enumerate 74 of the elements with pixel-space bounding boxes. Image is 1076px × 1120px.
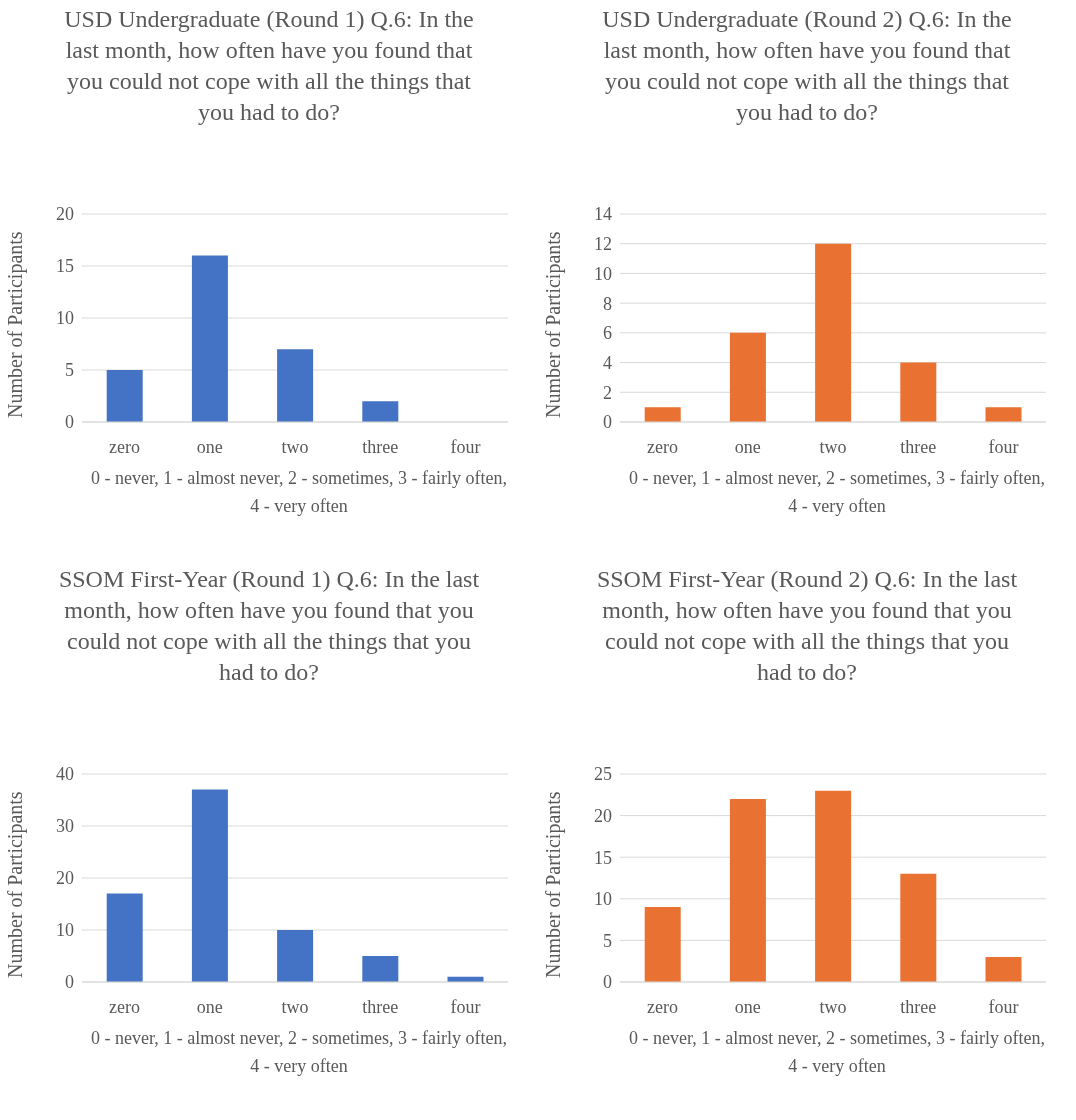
bar: [277, 349, 314, 422]
bar: [106, 370, 143, 422]
x-tick-label: one: [196, 436, 223, 457]
y-tick-label: 10: [56, 920, 74, 941]
y-tick-label: 5: [603, 930, 612, 951]
y-tick-label: 10: [56, 308, 74, 329]
x-tick-label: zero: [647, 436, 679, 457]
bar: [106, 893, 143, 982]
bar: [815, 790, 852, 982]
y-axis-title: Number of Participants: [542, 791, 566, 978]
y-tick-label: 20: [594, 805, 612, 826]
bar: [900, 873, 937, 982]
x-tick-label: four: [988, 996, 1019, 1017]
y-axis-title: Number of Participants: [4, 791, 28, 978]
y-tick-label: 0: [65, 412, 74, 433]
y-tick-label: 5: [65, 360, 74, 381]
x-tick-label: three: [900, 436, 937, 457]
x-axis-title: 0 - never, 1 - almost never, 2 - sometimes, 3 - fairly often, 4 - very often: [90, 467, 508, 518]
y-tick-label: 4: [603, 352, 612, 373]
x-tick-label: four: [450, 996, 481, 1017]
x-tick-label: four: [988, 436, 1019, 457]
x-axis-title: 0 - never, 1 - almost never, 2 - sometimes, 3 - fairly often, 4 - very often: [628, 1027, 1046, 1078]
y-tick-label: 10: [594, 263, 612, 284]
y-tick-label: 25: [594, 764, 612, 785]
y-tick-label: 0: [603, 972, 612, 993]
bar: [985, 407, 1022, 422]
bar: [729, 798, 766, 982]
x-tick-label: three: [362, 996, 399, 1017]
bar: [191, 789, 228, 982]
bar: [985, 957, 1022, 982]
y-tick-label: 2: [603, 382, 612, 403]
y-tick-label: 40: [56, 764, 74, 785]
x-tick-label: one: [734, 996, 761, 1017]
y-axis-title: Number of Participants: [542, 231, 566, 418]
y-tick-label: 20: [56, 868, 74, 889]
x-tick-label: one: [196, 996, 223, 1017]
y-axis-title: Number of Participants: [4, 231, 28, 418]
bar: [362, 956, 399, 982]
y-tick-label: 6: [603, 323, 612, 344]
y-tick-label: 12: [594, 234, 612, 255]
x-tick-label: two: [281, 436, 309, 457]
chart-title: SSOM First-Year (Round 1) Q.6: In the last month, how often have you found that you could not cope with all the things that you had to do?: [57, 565, 481, 687]
y-tick-label: 0: [65, 972, 74, 993]
y-tick-label: 14: [594, 204, 612, 225]
x-tick-label: four: [450, 436, 481, 457]
x-tick-label: two: [281, 996, 309, 1017]
y-tick-label: 15: [56, 256, 74, 277]
bar: [191, 255, 228, 422]
x-tick-label: two: [819, 436, 847, 457]
y-tick-label: 20: [56, 204, 74, 225]
x-tick-label: zero: [647, 996, 679, 1017]
y-tick-label: 0: [603, 412, 612, 433]
x-tick-label: three: [900, 996, 937, 1017]
chart-title: USD Undergraduate (Round 2) Q.6: In the last month, how often have you found that you could not cope with all the things that you had to do?: [601, 5, 1013, 127]
x-tick-label: zero: [109, 996, 141, 1017]
bar: [815, 243, 852, 422]
bar: [644, 907, 681, 982]
bar: [729, 332, 766, 422]
y-tick-label: 15: [594, 847, 612, 868]
chart-title: USD Undergraduate (Round 1) Q.6: In the last month, how often have you found that you could not cope with all the things that you had to do?: [63, 5, 475, 127]
bar: [900, 362, 937, 422]
x-tick-label: zero: [109, 436, 141, 457]
chart-title: SSOM First-Year (Round 2) Q.6: In the last month, how often have you found that you could not cope with all the things that you had to do?: [595, 565, 1019, 687]
x-axis-title: 0 - never, 1 - almost never, 2 - sometimes, 3 - fairly often, 4 - very often: [628, 467, 1046, 518]
y-tick-label: 30: [56, 816, 74, 837]
x-axis-title: 0 - never, 1 - almost never, 2 - sometimes, 3 - fairly often, 4 - very often: [90, 1027, 508, 1078]
x-tick-label: one: [734, 436, 761, 457]
x-tick-label: two: [819, 996, 847, 1017]
bar: [644, 407, 681, 422]
y-tick-label: 8: [603, 293, 612, 314]
y-tick-label: 10: [594, 889, 612, 910]
x-tick-label: three: [362, 436, 399, 457]
bar: [277, 930, 314, 982]
bar: [362, 401, 399, 422]
